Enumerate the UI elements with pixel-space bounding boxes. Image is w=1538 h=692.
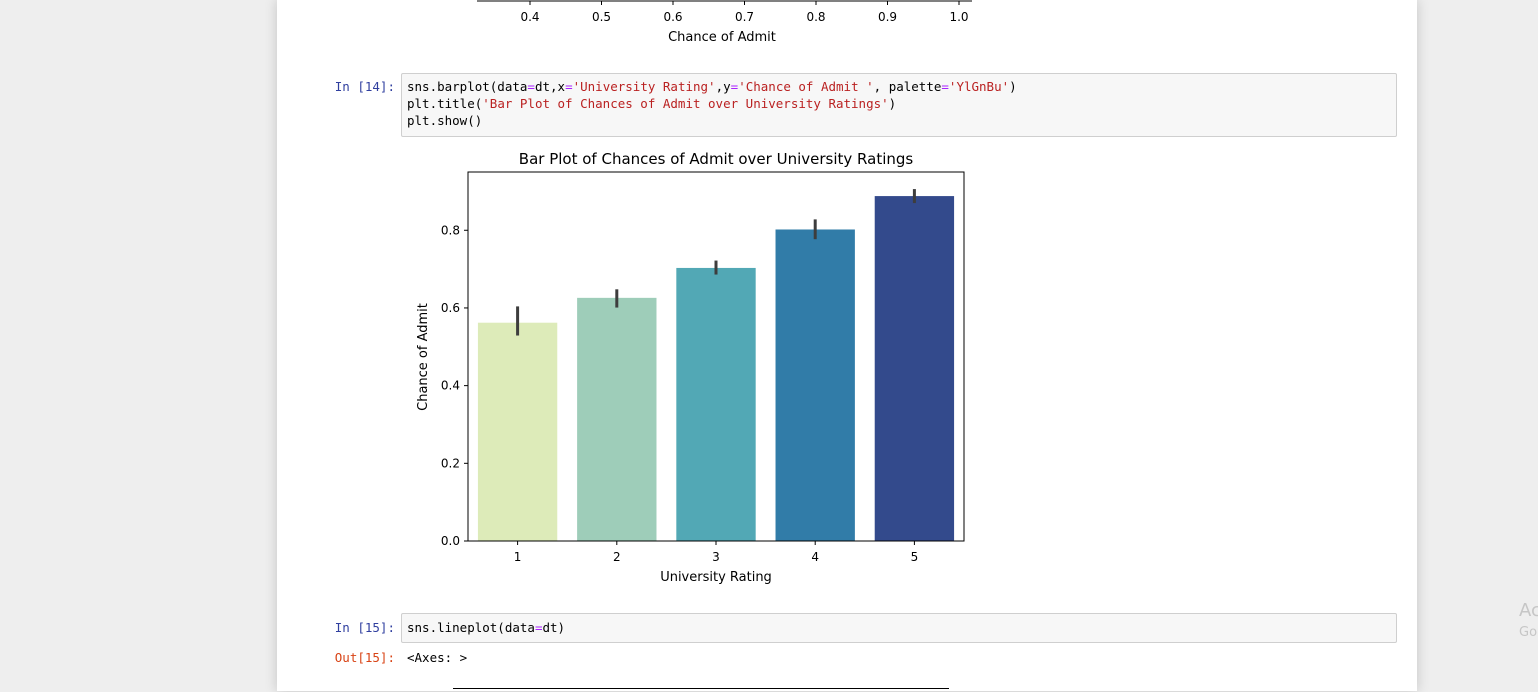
x-tick-label: 3 xyxy=(712,550,720,564)
y-tick-label: 0.2 xyxy=(441,456,460,470)
code-token: ) xyxy=(1009,79,1017,94)
code-token: = xyxy=(941,79,949,94)
activation-watermark: Ac Go xyxy=(1519,600,1538,644)
bar xyxy=(577,297,657,541)
previous-plot-tick-label: 0.6 xyxy=(663,10,682,24)
chart-ylabel: Chance of Admit xyxy=(416,303,431,411)
previous-plot-tick-label: 0.5 xyxy=(592,10,611,24)
code-line: sns.barplot(data=dt,x='University Rating… xyxy=(407,79,1017,94)
code-token: plt.show() xyxy=(407,113,483,128)
code-token: 'University Rating' xyxy=(572,79,716,94)
previous-plot-xlabel: Chance of Admit xyxy=(668,30,776,45)
bar xyxy=(676,267,756,541)
previous-plot-tick-label: 0.4 xyxy=(520,10,539,24)
y-tick-label: 0.4 xyxy=(441,379,460,393)
y-tick-label: 0.8 xyxy=(441,223,460,237)
cell-14-code-input[interactable]: sns.barplot(data=dt,x='University Rating… xyxy=(401,73,1397,137)
next-plot-frame xyxy=(453,688,949,692)
code-line: plt.title('Bar Plot of Chances of Admit … xyxy=(407,96,896,111)
chart-title: Bar Plot of Chances of Admit over Univer… xyxy=(519,150,914,168)
code-token: = xyxy=(565,79,573,94)
y-tick-label: 0.6 xyxy=(441,301,460,315)
code-token: sns.barplot(data xyxy=(407,79,528,94)
code-token: sns.lineplot(data xyxy=(407,620,535,635)
code-token: = xyxy=(730,79,739,94)
cell-15-output-text: <Axes: > xyxy=(407,650,468,665)
previous-plot-tick-label: 0.9 xyxy=(878,10,897,24)
code-token: , palette xyxy=(873,79,942,94)
watermark-line: Go xyxy=(1519,625,1538,640)
code-token: = xyxy=(527,79,535,94)
bar-chart: Bar Plot of Chances of Admit over Univer… xyxy=(416,150,965,585)
code-token: = xyxy=(534,620,543,635)
previous-plot-tick-label: 1.0 xyxy=(949,10,968,24)
bar xyxy=(477,322,558,541)
code-token: ,y xyxy=(715,79,731,94)
previous-plot-axis: 0.4 0.5 0.6 0.7 0.8 0.9 1.0 Chance of Admit xyxy=(477,0,972,45)
code-token: 'Bar Plot of Chances of Admit over Unive… xyxy=(482,96,889,111)
bar xyxy=(775,229,855,541)
cell-15-code-input[interactable]: sns.lineplot(data=dt) xyxy=(401,613,1397,643)
notebook-page: 0.4 0.5 0.6 0.7 0.8 0.9 1.0 Chance of Admit In… xyxy=(277,0,1417,691)
chart-xlabel: University Rating xyxy=(660,570,772,585)
x-tick-label: 2 xyxy=(613,550,621,564)
code-token: 'YlGnBu' xyxy=(948,79,1010,94)
y-tick-label: 0.0 xyxy=(441,534,460,548)
cell-14-prompt: In [14]: xyxy=(334,79,395,94)
bar xyxy=(874,196,955,542)
code-line: plt.show() xyxy=(407,113,482,128)
code-token: plt.title( xyxy=(407,96,483,111)
code-token: 'Chance of Admit ' xyxy=(738,79,874,94)
x-tick-label: 1 xyxy=(514,550,522,564)
code-token: ) xyxy=(888,96,897,111)
code-token: dt,x xyxy=(534,79,566,94)
previous-plot-tick-label: 0.7 xyxy=(735,10,754,24)
cell-15-prompt: In [15]: xyxy=(334,620,395,635)
code-line: sns.lineplot(data=dt) xyxy=(407,620,565,635)
cell-15-out-prompt: Out[15]: xyxy=(334,650,395,665)
previous-plot-tick-label: 0.8 xyxy=(806,10,825,24)
code-token: dt) xyxy=(542,620,566,635)
x-tick-label: 5 xyxy=(911,550,919,564)
x-tick-label: 4 xyxy=(811,550,819,564)
watermark-line: Ac xyxy=(1519,600,1538,621)
